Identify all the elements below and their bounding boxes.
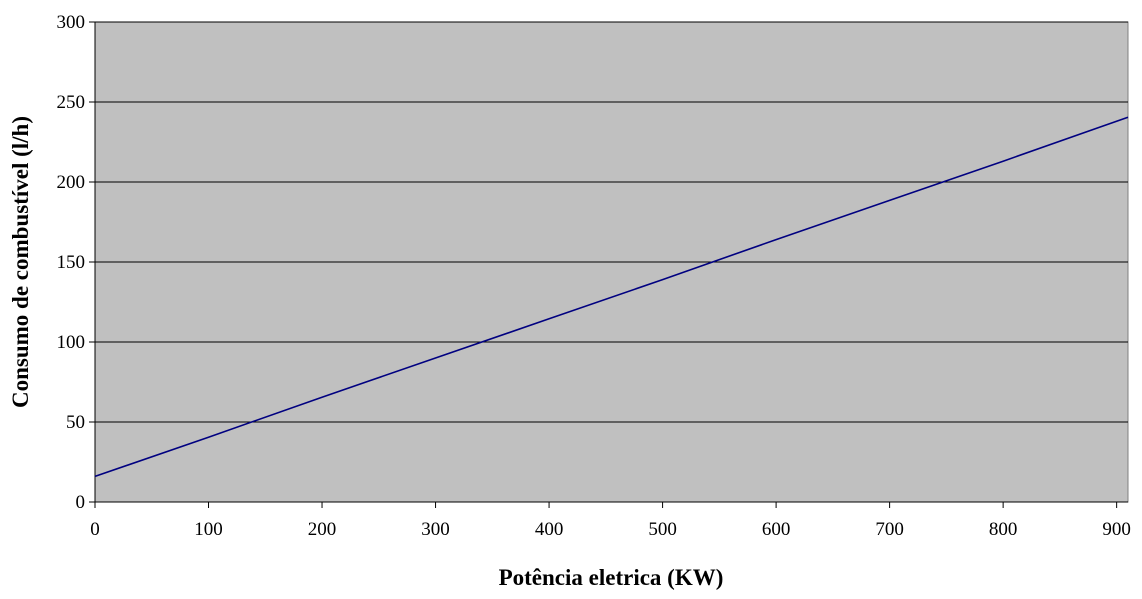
series-layer <box>94 116 1129 478</box>
gridlines <box>95 21 1128 423</box>
x-tick-label: 900 <box>1102 519 1131 540</box>
y-tick-label: 250 <box>57 92 86 113</box>
x-tick-label: 400 <box>535 519 564 540</box>
x-tick-label: 100 <box>194 519 223 540</box>
y-tick-label: 0 <box>76 492 86 513</box>
y-tick-label: 50 <box>66 412 85 433</box>
y-tick-label: 300 <box>57 12 86 33</box>
x-axis-title: Potência eletrica (KW) <box>499 565 724 590</box>
x-axis-ticks: 0 100 200 300 400 500 600 700 800 900 <box>90 502 1131 540</box>
y-tick-label: 200 <box>57 172 86 193</box>
x-tick-label: 300 <box>421 519 450 540</box>
x-tick-label: 800 <box>989 519 1018 540</box>
series-line-0 <box>94 116 1129 478</box>
y-axis-title: Consumo de combustível (l/h) <box>8 116 33 408</box>
x-tick-label: 200 <box>308 519 337 540</box>
y-tick-label: 150 <box>57 252 86 273</box>
x-tick-label: 500 <box>648 519 677 540</box>
x-tick-label: 600 <box>762 519 791 540</box>
y-tick-label: 100 <box>57 332 86 353</box>
x-tick-label: 0 <box>90 519 100 540</box>
x-tick-label: 700 <box>875 519 904 540</box>
y-axis-ticks: 0 50 100 150 200 250 300 <box>57 12 95 513</box>
